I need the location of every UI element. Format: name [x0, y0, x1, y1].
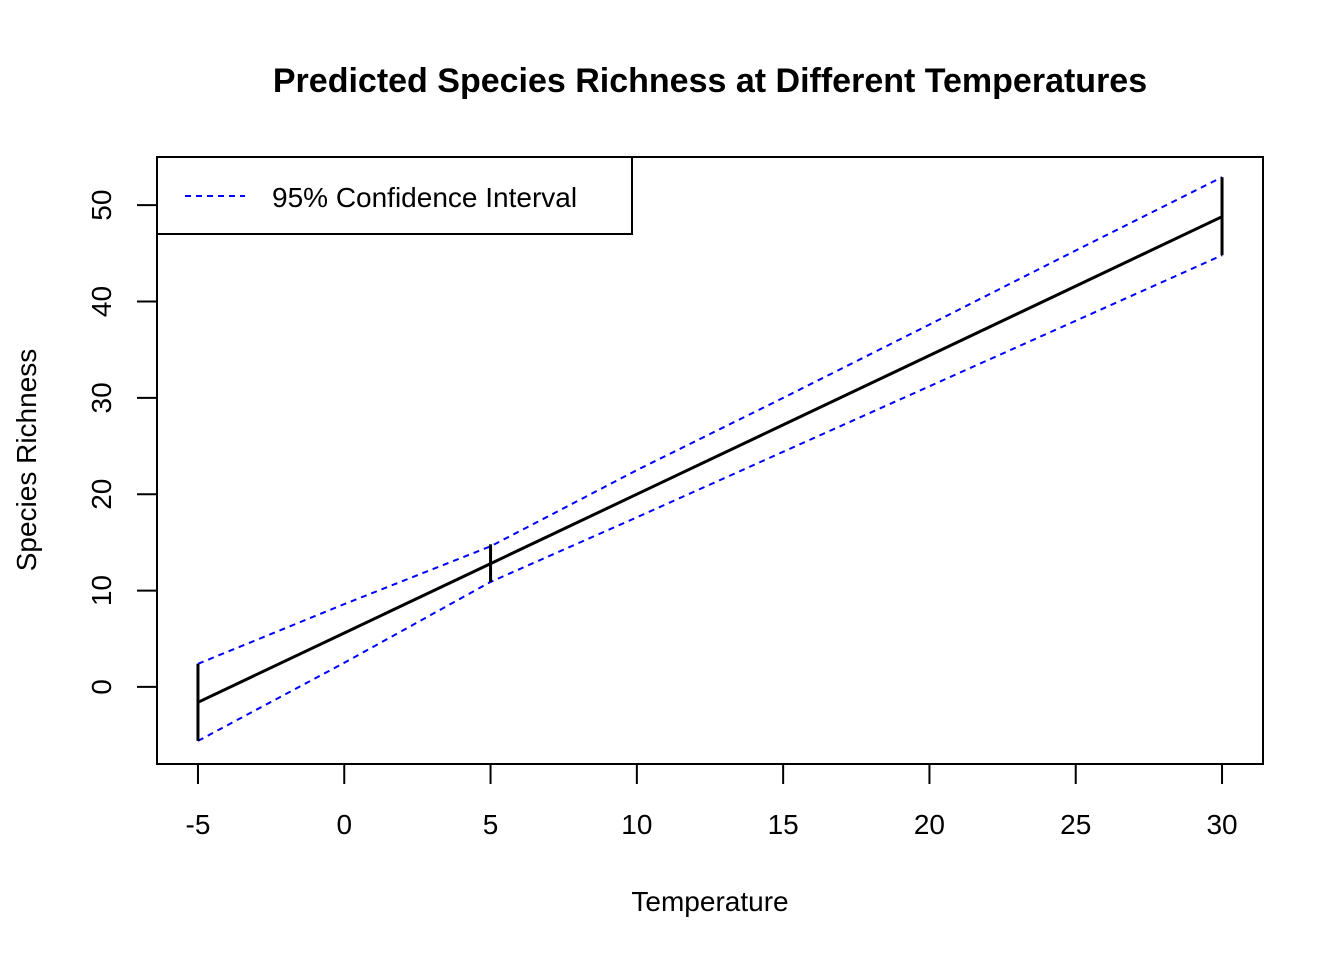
x-axis-label: Temperature — [631, 886, 788, 917]
y-tick-label: 40 — [86, 286, 117, 317]
prediction-line — [197, 215, 1223, 704]
x-tick-label: 20 — [914, 809, 945, 840]
x-tick-label: -5 — [186, 809, 211, 840]
x-tick-label: 30 — [1206, 809, 1237, 840]
y-tick-label: 0 — [86, 679, 117, 695]
legend-label-ci: 95% Confidence Interval — [272, 182, 577, 213]
y-tick-label: 50 — [86, 190, 117, 221]
y-axis: 0 10 20 30 40 50 — [86, 190, 158, 695]
y-axis-label: Species Richness — [11, 349, 42, 572]
y-tick-label: 30 — [86, 382, 117, 413]
x-tick-label: 10 — [621, 809, 652, 840]
chart-title: Predicted Species Richness at Different … — [273, 62, 1147, 100]
x-axis: -5 0 5 10 15 20 25 30 — [186, 763, 1238, 840]
legend: 95% Confidence Interval — [156, 156, 633, 235]
plot-area — [196, 176, 1224, 742]
y-tick-label: 10 — [86, 575, 117, 606]
x-tick-label: 15 — [768, 809, 799, 840]
x-tick-label: 25 — [1060, 809, 1091, 840]
y-tick-label: 20 — [86, 479, 117, 510]
legend-box — [156, 156, 633, 235]
ci-lower-line — [197, 254, 1223, 742]
x-tick-label: 5 — [483, 809, 499, 840]
ci-upper-line — [197, 176, 1223, 665]
x-tick-label: 0 — [336, 809, 352, 840]
